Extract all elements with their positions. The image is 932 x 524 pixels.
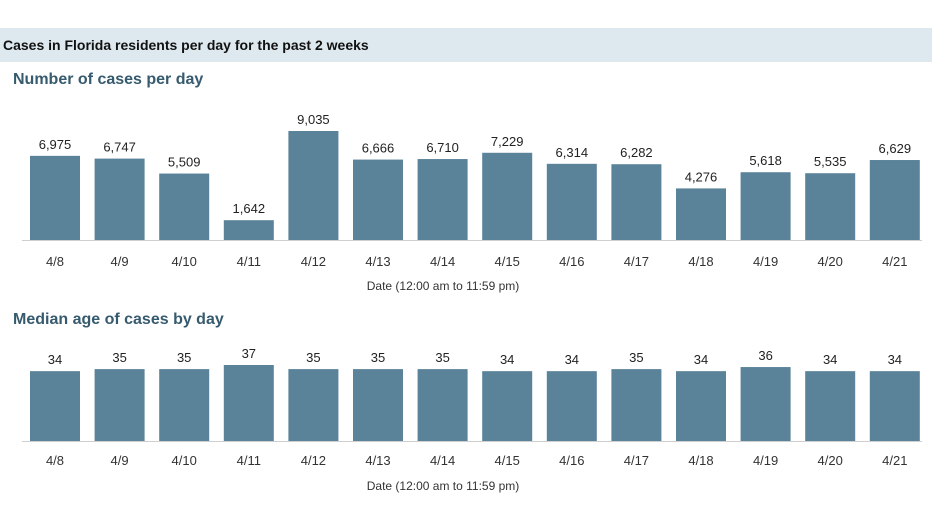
bar-4/20 [805, 371, 856, 441]
bar-4/19 [740, 172, 791, 240]
bar-4/8 [30, 371, 80, 441]
data-label: 34 [565, 352, 579, 367]
x-tick-label: 4/8 [46, 453, 64, 468]
x-tick-label: 4/12 [301, 254, 326, 269]
bar-4/9 [94, 158, 145, 240]
x-tick-label: 4/21 [882, 254, 907, 269]
x-tick-label: 4/9 [111, 453, 129, 468]
x-tick-label: 4/12 [301, 453, 326, 468]
x-tick-label: 4/10 [172, 254, 197, 269]
bar-4/11 [223, 365, 274, 441]
bar-4/17 [611, 164, 662, 240]
x-tick-label: 4/20 [818, 453, 843, 468]
x-axis-title: Date (12:00 am to 11:59 pm) [367, 279, 520, 293]
data-label: 35 [177, 350, 191, 365]
bar-4/17 [611, 369, 662, 441]
bar-4/8 [30, 155, 80, 240]
data-label: 1,642 [233, 201, 266, 216]
x-tick-label: 4/15 [495, 453, 520, 468]
x-tick-label: 4/15 [495, 254, 520, 269]
bar-4/13 [353, 159, 403, 240]
header-bar: Cases in Florida residents per day for t… [0, 28, 932, 62]
bar-4/15 [482, 371, 533, 441]
data-label: 34 [48, 352, 62, 367]
x-tick-label: 4/17 [624, 453, 649, 468]
data-label: 35 [629, 350, 643, 365]
data-label: 6,314 [556, 145, 589, 160]
bar-4/10 [159, 369, 210, 441]
x-tick-label: 4/9 [111, 254, 129, 269]
x-tick-label: 4/18 [688, 453, 713, 468]
data-label: 5,535 [814, 154, 847, 169]
x-tick-label: 4/14 [430, 254, 455, 269]
x-tick-label: 4/13 [365, 254, 390, 269]
data-label: 9,035 [297, 112, 330, 127]
data-label: 5,509 [168, 155, 201, 170]
bar-4/14 [417, 369, 468, 441]
data-label: 35 [112, 350, 126, 365]
x-tick-label: 4/19 [753, 453, 778, 468]
data-label: 6,975 [39, 137, 72, 152]
x-tick-label: 4/20 [818, 254, 843, 269]
data-label: 34 [823, 352, 837, 367]
bar-4/19 [740, 367, 791, 441]
bar-4/12 [288, 131, 339, 240]
data-label: 5,618 [749, 153, 782, 168]
x-tick-label: 4/8 [46, 254, 64, 269]
median-age-chart: 34 4/8 35 4/9 35 4/10 37 4/11 35 4/12 35 4/13 35 4/14… [22, 346, 922, 493]
bar-4/10 [159, 173, 210, 240]
data-label: 34 [888, 352, 902, 367]
data-label: 6,710 [426, 140, 459, 155]
x-tick-label: 4/16 [559, 254, 584, 269]
x-tick-label: 4/21 [882, 453, 907, 468]
bar-4/13 [353, 369, 403, 441]
data-label: 35 [435, 350, 449, 365]
data-label: 6,747 [103, 140, 136, 155]
data-label: 4,276 [685, 169, 718, 184]
x-tick-label: 4/19 [753, 254, 778, 269]
bar-4/15 [482, 152, 533, 240]
x-tick-label: 4/18 [688, 254, 713, 269]
bar-4/21 [869, 371, 920, 441]
cases-per-day-chart: 6,975 4/8 6,747 4/9 5,509 4/10 1,642 4/11 9,035 4… [22, 112, 922, 293]
data-label: 6,282 [620, 145, 653, 160]
data-label: 6,666 [362, 141, 395, 156]
x-axis-title: Date (12:00 am to 11:59 pm) [367, 479, 520, 493]
data-label: 36 [758, 348, 772, 363]
bar-4/20 [805, 173, 856, 240]
data-label: 7,229 [491, 134, 524, 149]
x-tick-label: 4/13 [365, 453, 390, 468]
bar-4/11 [223, 220, 274, 240]
data-label: 35 [371, 350, 385, 365]
bar-4/12 [288, 369, 339, 441]
x-tick-label: 4/14 [430, 453, 455, 468]
data-label: 34 [694, 352, 708, 367]
cases-chart-title: Number of cases per day [13, 71, 204, 88]
x-tick-label: 4/16 [559, 453, 584, 468]
x-tick-label: 4/10 [172, 453, 197, 468]
data-label: 35 [306, 350, 320, 365]
bar-4/16 [546, 371, 597, 441]
x-tick-label: 4/11 [237, 254, 261, 269]
data-label: 34 [500, 352, 514, 367]
median-age-chart-title: Median age of cases by day [13, 311, 224, 328]
x-tick-label: 4/17 [624, 254, 649, 269]
data-label: 6,629 [879, 141, 912, 156]
bar-4/18 [676, 371, 726, 441]
bar-4/16 [546, 163, 597, 240]
bar-4/9 [94, 369, 145, 441]
x-tick-label: 4/11 [237, 453, 261, 468]
data-label: 37 [242, 346, 256, 361]
bar-4/14 [417, 159, 468, 240]
bar-4/18 [676, 188, 726, 240]
page-title: Cases in Florida residents per day for t… [3, 37, 369, 53]
bar-4/21 [869, 160, 920, 240]
